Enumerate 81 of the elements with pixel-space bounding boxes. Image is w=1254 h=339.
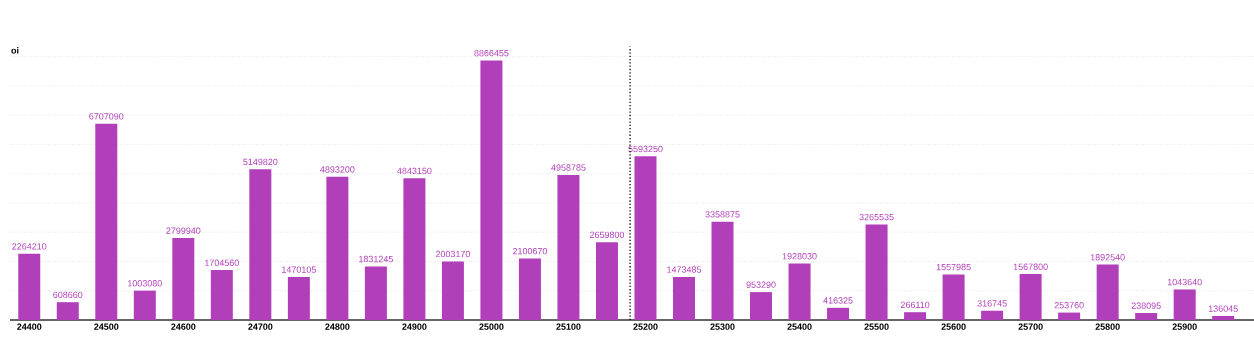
data-label: 953290 — [746, 281, 776, 288]
data-label: 266110 — [900, 301, 930, 309]
data-label: 6707090 — [89, 113, 124, 120]
data-label: 4893200 — [320, 166, 355, 173]
data-label: 2003170 — [435, 250, 471, 258]
bar — [1096, 264, 1119, 320]
data-label: 253760 — [1054, 302, 1084, 309]
bar — [95, 123, 118, 320]
x-tick-label: 25200 — [633, 323, 658, 330]
x-tick-label: 24700 — [248, 323, 273, 330]
x-tick-label: 25100 — [556, 323, 581, 330]
bar — [133, 290, 156, 320]
data-label: 1928030 — [782, 253, 817, 260]
x-tick-label: 25700 — [1018, 323, 1043, 330]
data-label: 3265535 — [859, 213, 894, 221]
bar — [18, 253, 41, 320]
x-tick-label: 24500 — [94, 323, 119, 330]
data-label: 1470105 — [282, 266, 316, 273]
bar — [711, 221, 734, 320]
data-label: 8866455 — [474, 50, 509, 57]
bar — [673, 276, 695, 320]
bar — [942, 274, 965, 320]
data-label: 4958785 — [551, 164, 586, 171]
data-label: 1704560 — [205, 259, 239, 266]
data-label: 4843150 — [397, 167, 432, 175]
bar — [326, 176, 349, 320]
bar — [403, 178, 426, 320]
bar — [1058, 312, 1081, 320]
bar — [557, 174, 580, 320]
bar — [750, 292, 773, 320]
data-label: 238095 — [1131, 302, 1161, 309]
bar — [788, 263, 811, 320]
data-label: 1473485 — [667, 266, 702, 273]
data-label: 1567800 — [1013, 263, 1048, 270]
data-label: 2659800 — [589, 231, 625, 238]
x-tick-label: 25000 — [479, 323, 504, 330]
bar — [865, 224, 888, 320]
bar — [827, 307, 850, 320]
data-label: 2100670 — [512, 247, 548, 255]
x-tick-label: 24800 — [325, 323, 350, 330]
x-tick-label: 25500 — [864, 323, 889, 330]
x-tick-label: 24600 — [171, 323, 196, 330]
data-label: 1892540 — [1090, 254, 1125, 261]
data-label: 416325 — [823, 297, 853, 304]
bar — [287, 276, 310, 320]
bar — [210, 270, 233, 320]
data-label: 2799940 — [166, 227, 201, 234]
x-tick-label: 25400 — [787, 323, 812, 330]
x-tick-label: 25900 — [1172, 323, 1197, 330]
data-label: 5593250 — [628, 145, 663, 153]
data-label: 1003080 — [128, 280, 162, 287]
bar — [56, 302, 79, 320]
bar — [634, 156, 657, 320]
bar — [249, 169, 272, 320]
data-label: 5149820 — [243, 158, 278, 166]
bar — [1135, 313, 1158, 320]
data-label: 316745 — [977, 300, 1007, 307]
bar — [595, 242, 618, 320]
bar — [518, 258, 541, 320]
x-tick-label: 24400 — [17, 323, 42, 330]
data-label: 608660 — [53, 291, 83, 299]
x-tick-label: 25300 — [710, 323, 735, 330]
data-label: 1831245 — [359, 255, 393, 263]
data-label: 3358875 — [705, 211, 740, 218]
bar — [480, 60, 503, 320]
y-axis-title: oi — [11, 47, 19, 54]
bar — [1212, 316, 1235, 320]
bar — [172, 238, 195, 320]
x-tick-label: 25600 — [941, 323, 966, 330]
x-tick-label: 24900 — [402, 323, 427, 330]
bar — [441, 261, 464, 320]
bar — [364, 266, 387, 320]
bar — [1019, 274, 1042, 320]
bar — [1173, 289, 1196, 320]
bar — [981, 310, 1004, 320]
data-label: 1043640 — [1167, 278, 1202, 286]
x-tick-label: 25800 — [1095, 323, 1120, 330]
data-label: 136045 — [1208, 305, 1238, 312]
data-label: 1557985 — [936, 263, 971, 271]
bar — [904, 312, 927, 320]
data-label: 2264210 — [12, 243, 47, 250]
